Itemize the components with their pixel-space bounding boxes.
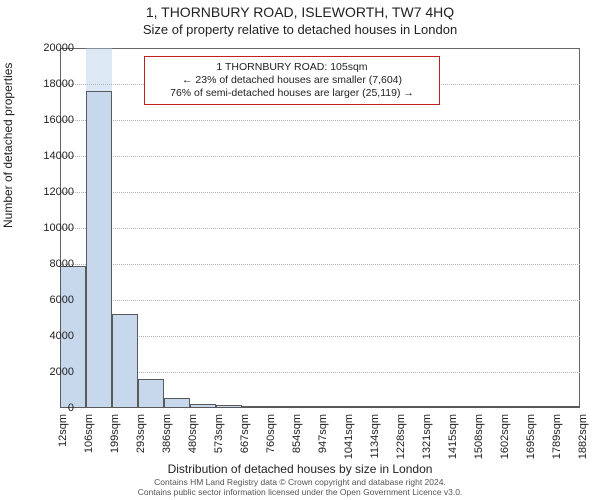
- histogram-bar: [424, 406, 450, 408]
- histogram-bar: [320, 406, 346, 408]
- title-address: 1, THORNBURY ROAD, ISLEWORTH, TW7 4HQ: [0, 4, 600, 20]
- gridline: [60, 192, 580, 193]
- annotation-line-2: ← 23% of detached houses are smaller (7,…: [153, 74, 431, 87]
- x-tick-label: 1321sqm: [421, 414, 433, 459]
- histogram-bar: [346, 406, 372, 408]
- annotation-line-1: 1 THORNBURY ROAD: 105sqm: [153, 61, 431, 74]
- x-tick-label: 1882sqm: [577, 414, 589, 459]
- x-tick-label: 106sqm: [83, 414, 95, 453]
- gridline: [60, 336, 580, 337]
- y-tick-label: 18000: [24, 78, 74, 90]
- histogram-bar: [216, 405, 242, 408]
- gridline: [60, 120, 580, 121]
- histogram-bar: [450, 406, 476, 408]
- y-tick-label: 6000: [24, 294, 74, 306]
- annotation-box: 1 THORNBURY ROAD: 105sqm ← 23% of detach…: [144, 56, 440, 105]
- x-tick-label: 1415sqm: [447, 414, 459, 459]
- y-tick-label: 14000: [24, 150, 74, 162]
- x-tick-label: 1789sqm: [551, 414, 563, 459]
- x-tick-label: 947sqm: [317, 414, 329, 453]
- x-tick-label: 1602sqm: [499, 414, 511, 459]
- y-tick-label: 0: [24, 402, 74, 414]
- y-tick-label: 4000: [24, 330, 74, 342]
- x-tick-label: 760sqm: [265, 414, 277, 453]
- x-tick-label: 667sqm: [239, 414, 251, 453]
- histogram-bar: [372, 406, 398, 408]
- histogram-bar: [138, 379, 164, 408]
- y-tick-label: 2000: [24, 366, 74, 378]
- gridline: [60, 300, 580, 301]
- histogram-bar: [476, 406, 502, 408]
- histogram-bar: [86, 91, 112, 408]
- annotation-line-3: 76% of semi-detached houses are larger (…: [153, 87, 431, 100]
- x-axis-label: Distribution of detached houses by size …: [0, 462, 600, 476]
- x-tick-label: 1134sqm: [369, 414, 381, 458]
- histogram-bar: [502, 406, 528, 408]
- histogram-bar: [242, 406, 268, 408]
- title-subtitle: Size of property relative to detached ho…: [0, 22, 600, 37]
- y-tick-label: 8000: [24, 258, 74, 270]
- y-tick-label: 16000: [24, 114, 74, 126]
- footer-line-2: Contains public sector information licen…: [0, 488, 600, 498]
- histogram-bar: [294, 406, 320, 408]
- histogram-bar: [528, 406, 554, 408]
- x-tick-label: 1695sqm: [525, 414, 537, 459]
- footer-attribution: Contains HM Land Registry data © Crown c…: [0, 478, 600, 498]
- gridline: [60, 372, 580, 373]
- histogram-bar: [398, 406, 424, 408]
- histogram-bar: [190, 404, 216, 409]
- gridline: [60, 156, 580, 157]
- histogram-plot: 12sqm106sqm199sqm293sqm386sqm480sqm573sq…: [60, 48, 580, 408]
- histogram-bar: [268, 406, 294, 408]
- x-tick-label: 1508sqm: [473, 414, 485, 459]
- x-tick-label: 1041sqm: [343, 414, 355, 459]
- gridline: [60, 264, 580, 265]
- x-tick-label: 573sqm: [213, 414, 225, 453]
- histogram-bar: [112, 314, 138, 409]
- x-tick-label: 854sqm: [291, 414, 303, 453]
- y-tick-label: 20000: [24, 42, 74, 54]
- y-tick-label: 10000: [24, 222, 74, 234]
- y-axis-label: Number of detached properties: [1, 63, 15, 228]
- x-tick-label: 293sqm: [135, 414, 147, 453]
- histogram-bar: [164, 398, 190, 408]
- x-tick-label: 199sqm: [109, 414, 121, 453]
- x-tick-label: 1228sqm: [395, 414, 407, 459]
- x-tick-label: 12sqm: [57, 414, 69, 447]
- histogram-bar: [554, 406, 580, 408]
- gridline: [60, 228, 580, 229]
- x-tick-label: 386sqm: [161, 414, 173, 453]
- x-tick-label: 480sqm: [187, 414, 199, 453]
- y-tick-label: 12000: [24, 186, 74, 198]
